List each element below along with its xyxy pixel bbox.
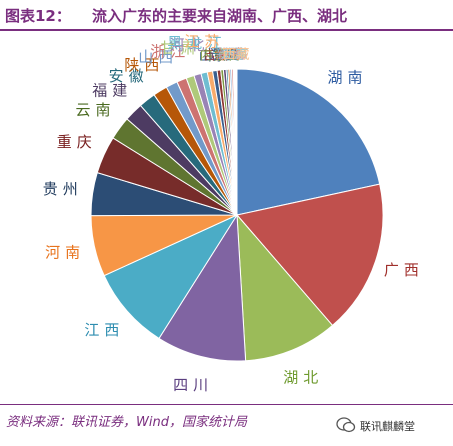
pie-slices: [90, 68, 384, 362]
pie-label-18: 山东: [199, 49, 227, 64]
watermark: 联讯麒麟堂: [336, 416, 451, 438]
pie-label-2: 湖北: [283, 369, 323, 387]
pie-label-22: 宁夏: [212, 47, 240, 63]
pie-label-26: 天津: [219, 48, 247, 63]
pie-label-17: 江苏: [184, 33, 224, 51]
pie-slice-3: [158, 213, 247, 362]
pie-label-19: 吉林: [203, 49, 231, 64]
pie-label-8: 云南: [75, 101, 115, 119]
pie-label-20: 内蒙古: [200, 47, 242, 63]
figure-header: 图表12： 流入广东的主要来自湖南、广西、湖北: [0, 0, 453, 31]
pie-label-6: 贵州: [43, 180, 83, 198]
pie-label-10: 安徽: [109, 67, 149, 85]
wechat-icon: [336, 417, 356, 433]
source-note: 资料来源：联讯证券，Wind，国家统计局: [6, 415, 247, 430]
pie-label-3: 四川: [173, 376, 213, 394]
pie-slice-29: [235, 68, 238, 216]
pie-label-4: 江西: [84, 321, 124, 339]
pie-label-16: 黑龙江: [167, 34, 227, 52]
pie-label-15: 河北: [169, 36, 209, 54]
pie-slice-4: [103, 213, 239, 340]
watermark-text: 联讯麒麟堂: [360, 420, 415, 433]
header-divider: [0, 29, 453, 31]
pie-label-1: 广西: [384, 261, 424, 279]
figure-number: 图表12：: [5, 7, 71, 25]
pie-label-28: 北京: [221, 48, 249, 63]
pie-label-13: 浙江: [150, 43, 190, 61]
footer-divider: [0, 404, 453, 405]
pie-label-11: 陕西: [124, 56, 164, 74]
pie-label-23: 青海: [214, 48, 242, 63]
pie-label-14: 甘肃: [160, 39, 200, 57]
pie-label-5: 河南: [45, 243, 85, 261]
pie-label-0: 湖南: [327, 69, 367, 87]
pie-label-25: 海南: [218, 47, 246, 63]
pie-label-24: 新疆: [216, 47, 244, 63]
pie-label-21: 辽宁: [210, 47, 238, 63]
pie-slice-2: [236, 213, 334, 362]
pie-label-27: 上海: [220, 48, 248, 63]
pie-slice-0: [236, 68, 381, 216]
figure-title: 流入广东的主要来自湖南、广西、湖北: [92, 7, 348, 25]
pie-slice-1: [236, 183, 384, 327]
pie-label-7: 重庆: [57, 133, 97, 151]
pie-label-29: 西藏: [222, 48, 250, 63]
pie-label-12: 山西: [138, 48, 178, 66]
pie-label-9: 福建: [92, 81, 132, 99]
